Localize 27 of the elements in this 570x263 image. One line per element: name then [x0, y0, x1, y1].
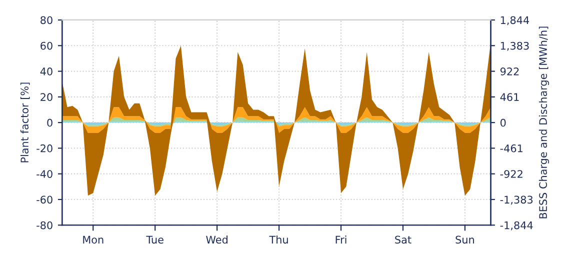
y2-tick-label: 461	[500, 93, 519, 102]
y2-tick-label: -922	[500, 170, 522, 178]
y-tick-label: -80	[36, 221, 52, 230]
x-tick-label: Thu	[269, 236, 288, 244]
y-tick-label: -40	[36, 170, 52, 178]
x-tick-label: Tue	[146, 236, 164, 244]
y-axis-title: Plant factor [%]	[20, 82, 30, 162]
x-tick-label: Mon	[83, 236, 104, 244]
y2-tick-label: 1,844	[500, 16, 530, 26]
y-tick-label: 0	[47, 118, 52, 127]
y2-tick-label: -1,844	[500, 221, 533, 230]
x-tick-label: Wed	[206, 236, 228, 244]
y2-tick-label: 1,383	[500, 42, 529, 51]
y-tick-label: 60	[40, 42, 52, 50]
y-tick-label: 20	[40, 93, 52, 102]
x-tick-label: Sun	[456, 236, 474, 244]
y-tick-label: -20	[36, 144, 52, 152]
y-tick-label: -60	[36, 196, 52, 204]
y2-tick-label: -461	[500, 144, 522, 152]
y-tick-label: 80	[40, 16, 52, 24]
y2-axis-title: BESS Charge and Discharge [MWh/h]	[538, 26, 550, 218]
y-tick-label: 40	[40, 68, 52, 76]
x-tick-label: Sat	[395, 236, 412, 244]
x-tick-label: Fri	[336, 236, 346, 244]
y2-tick-label: -1,383	[500, 196, 533, 205]
y2-tick-label: 0	[500, 118, 506, 127]
y2-tick-label: 922	[500, 68, 519, 76]
